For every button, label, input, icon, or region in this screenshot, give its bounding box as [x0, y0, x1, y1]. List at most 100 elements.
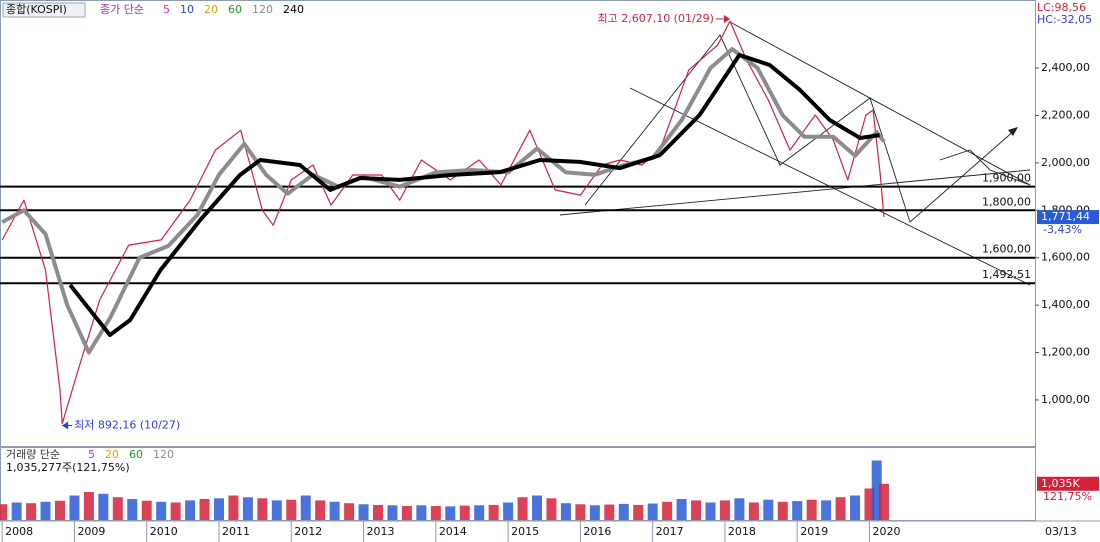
current-volume-box	[1037, 476, 1099, 491]
y-tick-label: 1,400,00	[1041, 298, 1090, 311]
volume-bar	[445, 506, 456, 520]
legend-entry: 240	[283, 3, 304, 16]
volume-bar	[705, 502, 716, 520]
legend-entry: 20	[204, 3, 218, 16]
volume-bar	[792, 501, 803, 520]
level-label: 1,600,00	[982, 243, 1031, 256]
volume-legend-entry: 20	[105, 448, 119, 461]
x-tick-label: 2016	[583, 525, 611, 538]
volume-bar	[242, 497, 253, 520]
volume-bar	[878, 483, 889, 520]
legend-entry: 10	[180, 3, 194, 16]
volume-bar	[777, 501, 788, 520]
current-price-box	[1037, 210, 1099, 225]
y-tick-label: 1,000,00	[1041, 393, 1090, 406]
volume-bar	[358, 504, 369, 520]
high-arrow-head	[723, 14, 730, 23]
volume-bar	[69, 495, 80, 520]
volume-bar	[98, 493, 109, 520]
volume-bar	[387, 505, 398, 520]
current-volume-ratio: 121,75%	[1043, 490, 1092, 503]
arrow-head	[1008, 127, 1018, 136]
price-line	[1, 47, 886, 355]
volume-bar	[575, 504, 586, 520]
volume-bar	[112, 497, 123, 520]
x-tick-label: 2018	[728, 525, 756, 538]
volume-bar	[185, 500, 196, 520]
x-tick-label: 2012	[294, 525, 322, 538]
hc-label: HC:-32,05	[1037, 13, 1092, 26]
volume-bar	[647, 503, 658, 520]
volume-bar	[474, 505, 485, 520]
low-arrow-head	[62, 421, 69, 430]
high-label: 최고 2,607,10 (01/29)	[597, 12, 714, 25]
legend-entry: 5	[163, 3, 170, 16]
trend-line	[729, 21, 1031, 186]
volume-bar	[806, 499, 817, 520]
current-change: -3,43%	[1043, 223, 1082, 236]
volume-bar	[719, 500, 730, 520]
volume-bar	[271, 500, 282, 520]
volume-legend-entry: 120	[153, 448, 174, 461]
volume-legend-entry: 5	[88, 448, 95, 461]
volume-bar	[459, 505, 470, 520]
volume-bar	[373, 504, 384, 520]
volume-bar	[734, 498, 745, 520]
volume-summary: 1,035,277주(121,75%)	[6, 461, 130, 474]
level-label: 1,900,00	[982, 172, 1031, 185]
price-line	[68, 53, 880, 337]
low-label: 최저 892,16 (10/27)	[74, 419, 180, 432]
volume-bar	[589, 505, 600, 520]
volume-bar	[54, 500, 65, 520]
volume-bar	[170, 502, 181, 520]
volume-bar	[560, 503, 571, 520]
volume-bar	[618, 503, 629, 520]
volume-bar	[691, 500, 702, 520]
x-tick-label: 2017	[656, 525, 684, 538]
trend-line	[559, 169, 1031, 216]
x-end-label: 03/13	[1045, 525, 1077, 538]
volume-bar	[401, 506, 412, 520]
volume-bar	[286, 499, 297, 520]
volume-title: 거래량 단순	[6, 448, 60, 461]
volume-legend-entry: 60	[129, 448, 143, 461]
y-tick-label: 1,200,00	[1041, 346, 1090, 359]
volume-bar	[199, 499, 210, 520]
volume-bar	[300, 495, 311, 520]
legend-title: 종가 단순	[100, 3, 144, 16]
y-tick-label: 2,200,00	[1041, 108, 1090, 121]
current-volume-label: 1,035K	[1041, 477, 1080, 490]
volume-bar	[546, 498, 557, 520]
volume-bar	[127, 499, 138, 520]
volume-bar	[11, 502, 22, 520]
volume-bar	[748, 502, 759, 520]
level-label: 1,492,51	[982, 268, 1031, 281]
y-tick-label: 2,400,00	[1041, 61, 1090, 74]
volume-bar	[416, 505, 427, 520]
x-tick-label: 2010	[150, 525, 178, 538]
trend-zigzag	[939, 149, 1031, 186]
legend-entry: 120	[252, 3, 273, 16]
trend-lines	[559, 21, 1031, 286]
volume-bar	[871, 460, 882, 520]
trend-zigzag	[584, 34, 1016, 223]
y-tick-label: 1,600,00	[1041, 251, 1090, 264]
level-label: 1,800,00	[982, 195, 1031, 208]
volume-bar	[228, 495, 239, 520]
volume-bar	[344, 503, 355, 520]
volume-bar	[864, 488, 875, 520]
volume-bar	[517, 497, 528, 520]
volume-bar	[26, 503, 37, 520]
volume-bar	[835, 497, 846, 520]
volume-bar	[850, 495, 861, 520]
legend-entry: 60	[228, 3, 242, 16]
symbol-box	[2, 2, 86, 18]
current-price-label: 1,771,44	[1041, 210, 1090, 223]
lc-label: LC:98,56	[1037, 1, 1086, 14]
volume-bar	[141, 500, 152, 520]
price-panel	[0, 0, 1036, 447]
x-tick-label: 2019	[800, 525, 828, 538]
x-tick-label: 2015	[511, 525, 539, 538]
